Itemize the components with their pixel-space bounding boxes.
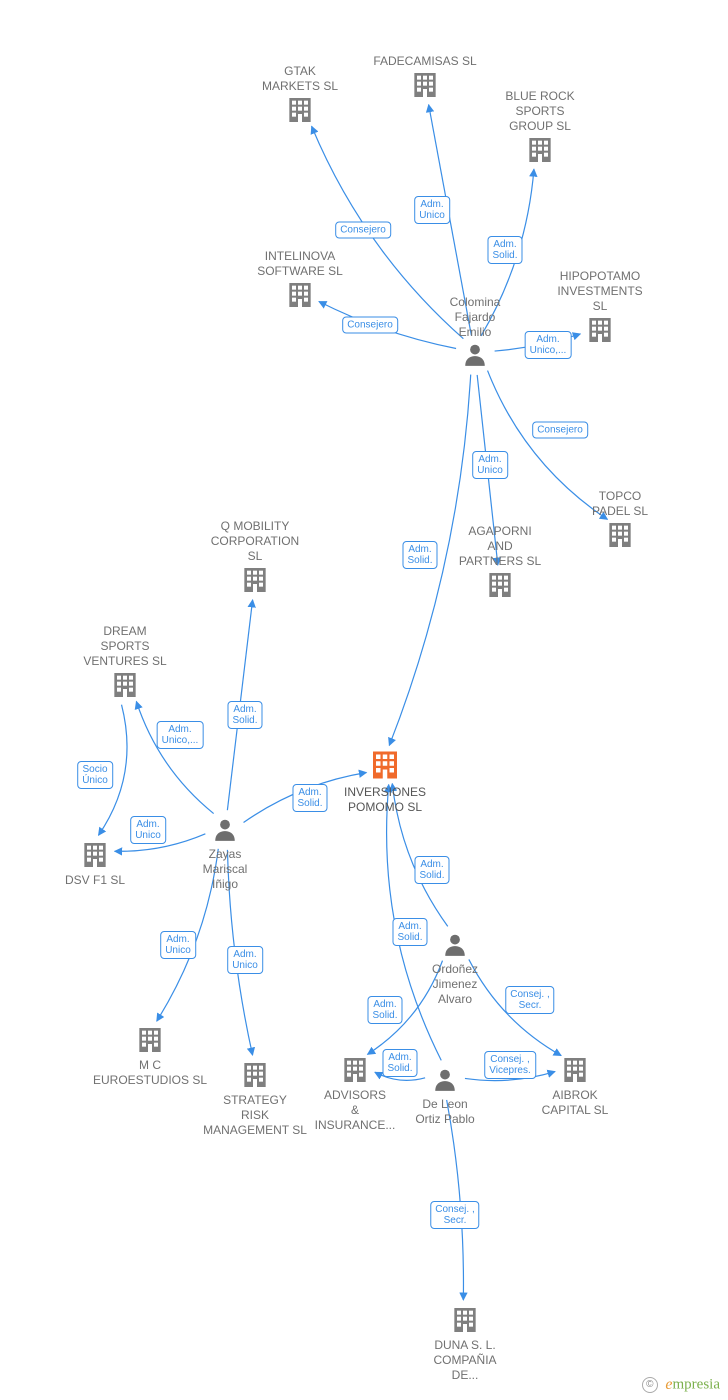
watermark-e: e: [665, 1376, 672, 1393]
node-label: INVERSIONESPOMOMO SL: [325, 785, 445, 815]
edge-label: Adm.Solid.: [487, 236, 522, 264]
node-label: DSV F1 SL: [35, 873, 155, 888]
building-icon: [524, 134, 556, 166]
node-dream[interactable]: DREAMSPORTSVENTURES SL: [65, 624, 185, 703]
edge-label: Adm.Unico: [414, 196, 450, 224]
edge-label: Adm.Unico: [227, 946, 263, 974]
edge: [447, 1100, 464, 1300]
watermark: © empresia: [642, 1376, 720, 1394]
edge-label: Adm.Unico: [160, 931, 196, 959]
edge-label: SocioÚnico: [77, 761, 113, 789]
edge-label: Adm.Unico: [130, 816, 166, 844]
node-label: TOPCOPADEL SL: [560, 489, 680, 519]
edge-label: Consej. ,Vicepres.: [484, 1051, 536, 1079]
edge-label: Adm.Solid.: [382, 1049, 417, 1077]
watermark-rest: mpresia: [673, 1377, 720, 1393]
copyright-symbol: ©: [642, 1377, 658, 1393]
building-icon: [239, 564, 271, 596]
node-fadecamisas[interactable]: FADECAMISAS SL: [365, 54, 485, 103]
edge-label: Adm.Solid.: [392, 918, 427, 946]
edge-label: Consejero: [532, 422, 588, 439]
node-label: BLUE ROCKSPORTSGROUP SL: [480, 89, 600, 134]
node-dsvf1[interactable]: DSV F1 SL: [35, 839, 155, 888]
building-icon: [239, 1059, 271, 1091]
edge-label: Adm.Unico: [472, 451, 508, 479]
building-icon: [79, 839, 111, 871]
node-duna[interactable]: DUNA S. L.COMPAÑIADE...: [405, 1304, 525, 1383]
edge-label: Adm.Unico,...: [157, 721, 204, 749]
building-icon: [484, 569, 516, 601]
node-label: DREAMSPORTSVENTURES SL: [65, 624, 185, 669]
edge-label: Consej. ,Secr.: [505, 986, 554, 1014]
node-label: M CEUROESTUDIOS SL: [90, 1058, 210, 1088]
node-zayas[interactable]: ZayasMariscalIñigo: [165, 815, 285, 892]
node-label: GTAKMARKETS SL: [240, 64, 360, 94]
node-qmobility[interactable]: Q MOBILITYCORPORATIONSL: [195, 519, 315, 598]
person-icon: [462, 340, 488, 370]
node-gtak[interactable]: GTAKMARKETS SL: [240, 64, 360, 128]
building-icon: [284, 279, 316, 311]
building-icon: [134, 1024, 166, 1056]
node-agaporni[interactable]: AGAPORNIANDPARTNERS SL: [440, 524, 560, 603]
node-label: OrdoñezJimenezAlvaro: [395, 962, 515, 1007]
edge-label: Consejero: [342, 317, 398, 334]
building-icon: [367, 747, 403, 783]
edge-label: Consejero: [335, 222, 391, 239]
node-label: AGAPORNIANDPARTNERS SL: [440, 524, 560, 569]
building-icon: [409, 69, 441, 101]
node-label: ADVISORS&INSURANCE...: [295, 1088, 415, 1133]
edge-label: Adm.Solid.: [414, 856, 449, 884]
building-icon: [109, 669, 141, 701]
person-icon: [442, 930, 468, 960]
edge-label: Adm.Solid.: [402, 541, 437, 569]
edge-label: Consej. ,Secr.: [430, 1201, 479, 1229]
edge: [136, 701, 213, 813]
building-icon: [584, 314, 616, 346]
node-label: Q MOBILITYCORPORATIONSL: [195, 519, 315, 564]
building-icon: [604, 519, 636, 551]
node-topco[interactable]: TOPCOPADEL SL: [560, 489, 680, 553]
node-label: ColominaFajardoEmilio: [415, 295, 535, 340]
node-pomomo[interactable]: INVERSIONESPOMOMO SL: [325, 747, 445, 815]
node-label: DUNA S. L.COMPAÑIADE...: [405, 1338, 525, 1383]
building-icon: [339, 1054, 371, 1086]
building-icon: [559, 1054, 591, 1086]
node-intelinova[interactable]: INTELINOVASOFTWARE SL: [240, 249, 360, 313]
edge-label: Adm.Unico,...: [525, 331, 572, 359]
node-label: AIBROKCAPITAL SL: [515, 1088, 635, 1118]
node-colomina[interactable]: ColominaFajardoEmilio: [415, 295, 535, 372]
edge-label: Adm.Solid.: [227, 701, 262, 729]
node-mc[interactable]: M CEUROESTUDIOS SL: [90, 1024, 210, 1088]
person-icon: [212, 815, 238, 845]
edge-label: Adm.Solid.: [292, 784, 327, 812]
building-icon: [284, 94, 316, 126]
node-label: HIPOPOTAMOINVESTMENTSSL: [540, 269, 660, 314]
node-label: INTELINOVASOFTWARE SL: [240, 249, 360, 279]
node-label: FADECAMISAS SL: [365, 54, 485, 69]
node-label: ZayasMariscalIñigo: [165, 847, 285, 892]
building-icon: [449, 1304, 481, 1336]
edge-label: Adm.Solid.: [367, 996, 402, 1024]
person-icon: [432, 1065, 458, 1095]
node-bluerock[interactable]: BLUE ROCKSPORTSGROUP SL: [480, 89, 600, 168]
